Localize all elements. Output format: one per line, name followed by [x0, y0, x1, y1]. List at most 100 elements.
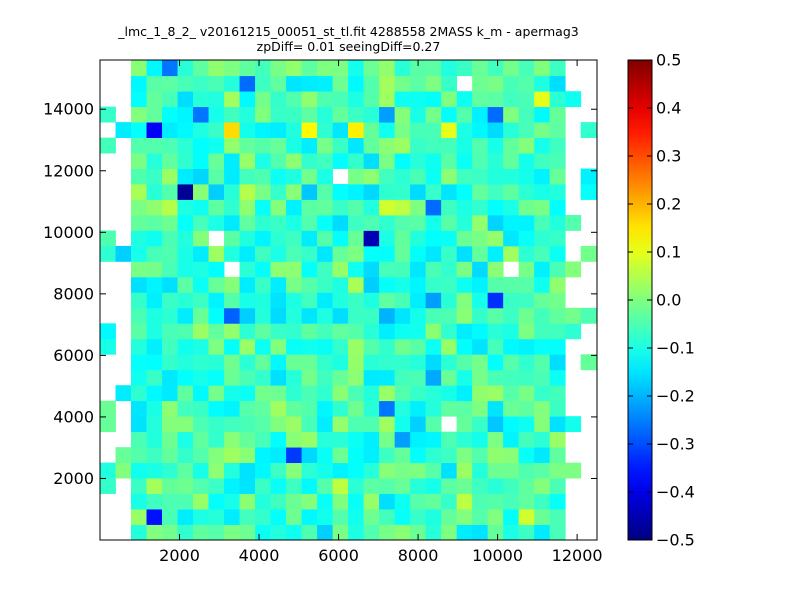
heatmap-cell [518, 323, 535, 340]
heatmap-cell [131, 493, 147, 510]
heatmap-cell [348, 91, 365, 108]
heatmap-cell [317, 354, 333, 371]
x-tick-label: 10000 [472, 546, 523, 565]
heatmap-cell [441, 153, 458, 169]
heatmap-cell [255, 338, 271, 355]
heatmap-cell [208, 416, 225, 433]
heatmap-cell [410, 509, 427, 525]
heatmap-cell [518, 184, 535, 200]
heatmap-cell [410, 137, 427, 154]
heatmap-cell [162, 338, 178, 355]
heatmap-cell [270, 168, 287, 185]
heatmap-cell [317, 261, 333, 278]
heatmap-cell [208, 214, 225, 231]
heatmap-cell [162, 153, 178, 169]
heatmap-cell [332, 509, 349, 525]
heatmap-cell [162, 307, 178, 324]
heatmap-cell [193, 199, 209, 216]
heatmap-cell [441, 137, 458, 154]
heatmap-cell [317, 292, 333, 309]
heatmap-cell [425, 524, 442, 541]
heatmap-cell [472, 369, 489, 386]
heatmap-cell [146, 137, 163, 154]
heatmap-cell [472, 214, 489, 231]
heatmap-cell [410, 261, 427, 278]
heatmap-cell [456, 323, 473, 340]
heatmap-cell [208, 447, 225, 464]
heatmap-cell [317, 493, 333, 510]
heatmap-cell [224, 106, 240, 123]
heatmap-cell [503, 447, 520, 464]
heatmap-cell [394, 137, 411, 154]
heatmap-cell [193, 106, 209, 123]
heatmap-cell [162, 292, 178, 309]
heatmap-cell [146, 276, 163, 293]
heatmap-cell [472, 91, 489, 108]
heatmap-cell [286, 245, 302, 262]
heatmap-cell [208, 122, 225, 138]
heatmap-cell [549, 292, 566, 309]
heatmap-cell [131, 199, 147, 216]
heatmap-cells [100, 60, 597, 541]
heatmap-cell [255, 447, 271, 464]
heatmap-cell [332, 245, 349, 262]
heatmap-cell [317, 214, 333, 231]
heatmap-cell [534, 75, 551, 92]
y-tick-label: 10000 [43, 223, 94, 242]
heatmap-cell [146, 493, 163, 510]
heatmap-cell [224, 369, 240, 386]
heatmap-cell [131, 214, 147, 231]
heatmap-cell [503, 400, 520, 417]
heatmap-cell [270, 385, 287, 402]
heatmap-cell [317, 307, 333, 324]
heatmap-cell [410, 214, 427, 231]
heatmap-cell [224, 478, 240, 494]
heatmap-cell [394, 168, 411, 185]
heatmap-cell [549, 323, 566, 340]
heatmap-cell [162, 245, 178, 262]
heatmap-cell [193, 261, 209, 278]
heatmap-cell [317, 106, 333, 123]
heatmap-cell [208, 245, 225, 262]
heatmap-cell [394, 524, 411, 541]
heatmap-cell [487, 462, 504, 479]
heatmap-cell [363, 91, 380, 108]
plot-frame [99, 59, 598, 541]
heatmap-cell [131, 323, 147, 340]
heatmap-cell [286, 524, 302, 541]
heatmap-cell [115, 245, 132, 262]
heatmap-cell [162, 462, 178, 479]
heatmap-cell [317, 369, 333, 386]
heatmap-cell [131, 91, 147, 108]
heatmap-cell [301, 168, 318, 185]
heatmap-cell [317, 416, 333, 433]
heatmap-cell [301, 230, 318, 247]
heatmap-cell [317, 184, 333, 200]
heatmap-cell [146, 478, 163, 494]
heatmap-cell [394, 276, 411, 293]
heatmap-cell [239, 276, 256, 293]
heatmap-cell [208, 369, 225, 386]
heatmap-cell [565, 214, 582, 231]
heatmap-cell [317, 276, 333, 293]
heatmap-cell [224, 122, 240, 138]
heatmap-cell [177, 307, 194, 324]
heatmap-cell [549, 60, 566, 77]
heatmap-cell [286, 400, 302, 417]
heatmap-cell [549, 184, 566, 200]
heatmap-cell [472, 199, 489, 216]
heatmap-cell [255, 385, 271, 402]
heatmap-cell [332, 385, 349, 402]
heatmap-cell [301, 493, 318, 510]
heatmap-cell [456, 122, 473, 138]
heatmap-cell [162, 75, 178, 92]
colorbar-tick-label: 0.1 [656, 243, 681, 262]
heatmap-cell [177, 230, 194, 247]
colorbar-tick-label: −0.1 [656, 339, 695, 358]
heatmap-cell [348, 168, 365, 185]
heatmap-cell [487, 184, 504, 200]
heatmap-cell [379, 168, 396, 185]
heatmap-cell [487, 385, 504, 402]
heatmap-cell [162, 60, 178, 77]
heatmap-cell [270, 509, 287, 525]
